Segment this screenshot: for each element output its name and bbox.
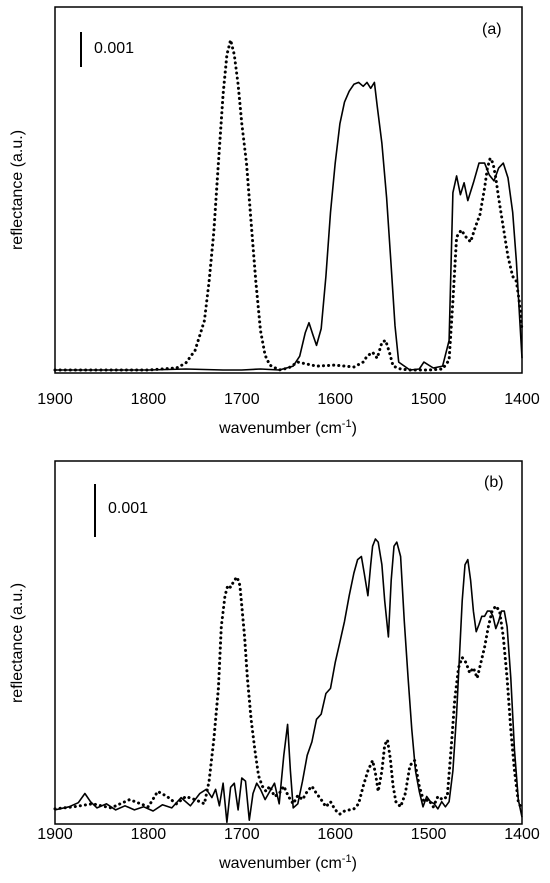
panel-b-scale-bar: 0.001	[94, 484, 148, 537]
panel-a-y-axis-label: reflectance (a.u.)	[9, 130, 26, 250]
panel-b-x-axis-label-sup: -1	[342, 853, 352, 865]
panel-b: 1900 1800 1700 1600 1500 1400 (b) 0.001 waven…	[9, 460, 540, 872]
panel-a-series-solid-line	[55, 81, 523, 371]
panel-a-series-dotted-line	[53, 38, 524, 372]
panel-b-frame	[54, 460, 523, 825]
panel-a-x-tick-label: 1700	[224, 391, 260, 408]
panel-a-scale-bar-label: 0.001	[94, 40, 134, 57]
panel-b-x-tick-label: 1500	[411, 826, 447, 843]
panel-a-x-ticks: 1900 1800 1700 1600 1500 1400	[37, 391, 540, 408]
panel-b-x-tick-label: 1600	[317, 826, 353, 843]
panel-b-x-tick-label: 1400	[504, 826, 540, 843]
panel-a-data	[53, 38, 524, 372]
panel-a-label: (a)	[482, 21, 502, 38]
panel-a-x-axis-label-close: )	[352, 420, 357, 437]
panel-a-scale-bar: 0.001	[80, 32, 134, 67]
panel-b-x-tick-label: 1800	[131, 826, 167, 843]
panel-b-data	[53, 538, 524, 824]
panel-b-x-tick-label: 1700	[224, 826, 260, 843]
panel-a-x-tick-label: 1500	[411, 391, 447, 408]
panel-b-scale-bar-label: 0.001	[108, 500, 148, 517]
panel-b-x-axis-label-main: wavenumber (cm	[218, 855, 342, 872]
panel-a: 1900 1800 1700 1600 1500 1400 (a) 0.001 waven…	[9, 6, 540, 437]
panel-a-x-tick-label: 1900	[37, 391, 73, 408]
panel-b-x-axis-label-close: )	[352, 855, 357, 872]
panel-b-series-solid-line	[54, 538, 523, 824]
panel-a-x-tick-label: 1800	[131, 391, 167, 408]
panel-b-y-axis-label: reflectance (a.u.)	[9, 583, 26, 703]
panel-a-x-tick-label: 1600	[317, 391, 353, 408]
panel-b-series-dotted-line	[53, 575, 524, 816]
panel-a-frame	[54, 6, 523, 374]
panel-a-x-axis-label-main: wavenumber (cm	[218, 420, 342, 437]
panel-b-x-tick-label: 1900	[37, 826, 73, 843]
panel-a-x-axis-label: wavenumber (cm-1)	[218, 418, 357, 437]
panel-b-x-axis-label: wavenumber (cm-1)	[218, 853, 357, 872]
panel-b-label: (b)	[484, 474, 504, 491]
panel-a-x-axis-label-sup: -1	[342, 418, 352, 430]
panel-a-x-tick-label: 1400	[504, 391, 540, 408]
panel-b-x-ticks: 1900 1800 1700 1600 1500 1400	[37, 826, 540, 843]
